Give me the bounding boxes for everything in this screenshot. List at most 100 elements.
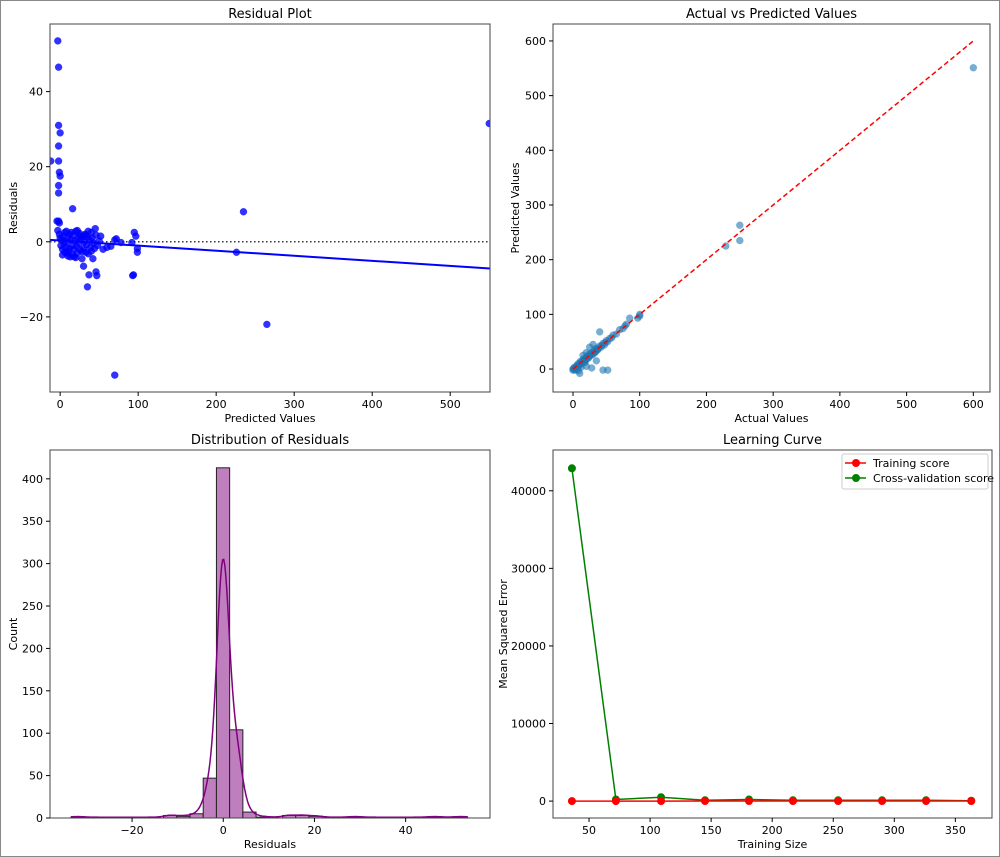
x-axis-label: Training Size [737, 838, 808, 851]
y-tick-label: 200 [525, 254, 546, 267]
scatter-point [65, 244, 74, 253]
scatter-point [239, 208, 248, 216]
y-tick-label: 100 [525, 308, 546, 321]
residual-distribution-histogram: −20 0 20 40050100150200250300350400Distribu… [7, 433, 491, 851]
scatter-point [54, 63, 63, 71]
series-marker [611, 797, 620, 806]
x-tick-label: 500 [896, 398, 917, 411]
scatter-point [103, 243, 111, 252]
scatter-point [129, 271, 138, 279]
legend-label: Training score [872, 457, 950, 470]
x-tick-label: 0 [570, 398, 577, 411]
y-tick-label: 0 [36, 812, 43, 825]
scatter-point [54, 37, 62, 45]
x-axis-label: Actual Values [735, 412, 809, 425]
scatter-point [54, 157, 63, 165]
y-tick-label: −20 [20, 311, 43, 324]
x-tick-label: 20 [307, 824, 321, 837]
legend-marker [852, 459, 860, 467]
learning-curve-plot: Training score Cross-validation score 50 10… [497, 433, 994, 851]
series-marker [657, 797, 666, 806]
x-tick-label: 50 [582, 824, 596, 837]
regression-line [50, 238, 490, 270]
scatter-point [54, 181, 63, 190]
x-tick-label: 40 [399, 824, 413, 837]
scatter-point [78, 254, 86, 263]
y-tick-label: 200 [22, 642, 43, 655]
x-axis-label: Residuals [244, 838, 296, 851]
x-tick-label: 100 [629, 398, 650, 411]
series-marker [967, 797, 976, 806]
scatter-point [67, 228, 75, 237]
x-tick-label: 600 [963, 398, 984, 411]
y-tick-label: 0 [539, 795, 546, 808]
histogram-bar [229, 729, 244, 818]
x-tick-label: 200 [696, 398, 717, 411]
x-tick-label: 400 [362, 398, 383, 411]
x-tick-label: 100 [640, 824, 661, 837]
y-tick-label: 250 [22, 600, 43, 613]
plot-area [569, 40, 978, 378]
scatter-point [85, 271, 93, 279]
y-tick-label: 40000 [511, 485, 546, 498]
x-tick-label: 300 [763, 398, 784, 411]
histogram-bar [202, 777, 217, 818]
x-tick-label: 300 [884, 824, 905, 837]
axes-frame [49, 449, 491, 819]
y-tick-label: 150 [22, 685, 43, 698]
x-tick-label: −20 [120, 824, 143, 837]
scatter-point [78, 247, 86, 256]
x-axis-label: Predicted Values [224, 412, 315, 425]
y-tick-label: 600 [525, 35, 546, 48]
scatter-point [56, 172, 64, 180]
y-axis-label: Count [7, 617, 20, 650]
scatter-point [969, 63, 978, 72]
y-tick-label: 400 [22, 473, 43, 486]
y-tick-label: 20 [29, 161, 43, 174]
legend-marker [852, 474, 860, 482]
scatter-point [83, 283, 92, 291]
x-tick-label: 0 [57, 398, 64, 411]
legend: Training score Cross-validation score [841, 453, 994, 490]
scatter-point [111, 371, 119, 379]
y-axis-label: Predicted Values [509, 162, 522, 253]
y-tick-label: 30000 [511, 562, 546, 575]
scatter-point [68, 205, 77, 213]
series-marker [834, 797, 843, 806]
scatter-point [54, 142, 63, 150]
y-tick-label: 400 [525, 144, 546, 157]
scatter-point [485, 119, 490, 128]
scatter-point [55, 219, 64, 227]
plot-area [70, 467, 469, 818]
y-tick-label: 0 [36, 236, 43, 249]
scatter-point [263, 320, 271, 329]
scatter-point [603, 366, 612, 374]
chart-title: Learning Curve [723, 433, 822, 448]
x-tick-label: 200 [762, 824, 783, 837]
scatter-point [595, 328, 604, 336]
scatter-point [93, 271, 101, 280]
scatter-point [111, 236, 119, 244]
scatter-point [736, 236, 744, 245]
series-marker [701, 797, 710, 806]
chart-title: Residual Plot [228, 7, 312, 22]
scatter-point [89, 254, 97, 263]
series-marker [567, 797, 576, 806]
scatter-point [133, 248, 142, 257]
scatter-point [56, 129, 64, 137]
chart-title: Distribution of Residuals [191, 433, 350, 448]
scatter-point [64, 252, 72, 260]
scatter-point [589, 340, 597, 349]
axes-frame [552, 23, 991, 393]
y-tick-label: 500 [525, 90, 546, 103]
y-tick-label: 10000 [511, 718, 546, 731]
y-axis-label: Mean Squared Error [497, 579, 510, 689]
series-marker [922, 797, 931, 806]
axes-frame [49, 23, 491, 393]
x-tick-label: 250 [823, 824, 844, 837]
scatter-point [587, 364, 596, 372]
x-tick-label: 150 [701, 824, 722, 837]
actual-vs-predicted-plot: 0 100 200 300 400 500 600 0 100 200 300 400 500 600 Ac… [509, 7, 991, 425]
